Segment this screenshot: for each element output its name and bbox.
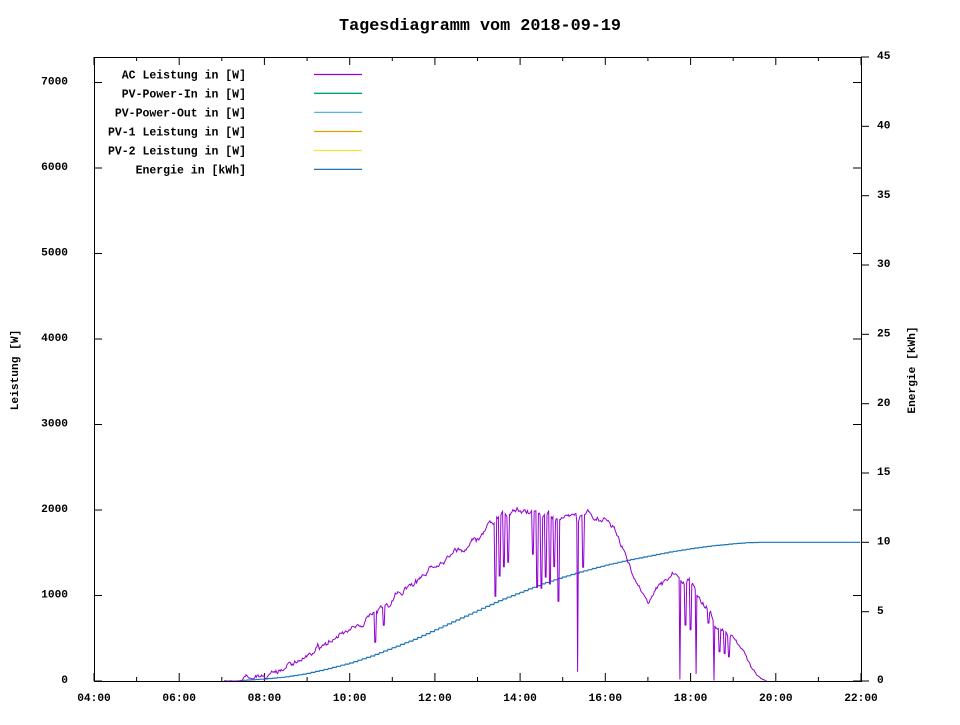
svg-text:06:00: 06:00 [162,693,196,705]
svg-text:5000: 5000 [41,248,68,260]
svg-text:AC Leistung in [W]: AC Leistung in [W] [122,70,246,83]
svg-text:04:00: 04:00 [77,693,111,705]
svg-text:0: 0 [61,675,68,687]
svg-text:20: 20 [877,398,891,410]
svg-text:PV-1 Leistung in [W]: PV-1 Leistung in [W] [108,127,246,140]
svg-text:1000: 1000 [41,590,68,602]
svg-text:25: 25 [877,329,891,341]
svg-text:Energie [kWh]: Energie [kWh] [907,326,919,413]
svg-text:10:00: 10:00 [333,693,367,705]
svg-text:PV-Power-In in [W]: PV-Power-In in [W] [122,88,246,101]
svg-text:6000: 6000 [41,162,68,174]
svg-text:12:00: 12:00 [418,693,452,705]
svg-text:PV-Power-Out in [W]: PV-Power-Out in [W] [115,107,246,120]
svg-text:20:00: 20:00 [759,693,793,705]
svg-text:45: 45 [877,51,891,63]
svg-text:10: 10 [877,537,891,549]
svg-text:7000: 7000 [41,77,68,89]
svg-text:18:00: 18:00 [674,693,708,705]
svg-text:16:00: 16:00 [589,693,623,705]
svg-text:4000: 4000 [41,333,68,345]
svg-text:Energie in [kWh]: Energie in [kWh] [136,164,246,177]
svg-text:Tagesdiagramm vom 2018-09-19: Tagesdiagramm vom 2018-09-19 [339,17,621,36]
svg-text:40: 40 [877,121,891,133]
svg-text:22:00: 22:00 [844,693,878,705]
svg-text:5: 5 [877,606,884,618]
svg-text:15: 15 [877,467,891,479]
svg-text:35: 35 [877,190,891,202]
svg-text:30: 30 [877,259,891,271]
svg-text:3000: 3000 [41,419,68,431]
svg-text:Leistung [W]: Leistung [W] [10,330,22,411]
svg-text:2000: 2000 [41,504,68,516]
svg-text:14:00: 14:00 [503,693,537,705]
svg-text:0: 0 [877,675,884,687]
svg-text:08:00: 08:00 [248,693,282,705]
svg-text:PV-2 Leistung in [W]: PV-2 Leistung in [W] [108,146,246,159]
